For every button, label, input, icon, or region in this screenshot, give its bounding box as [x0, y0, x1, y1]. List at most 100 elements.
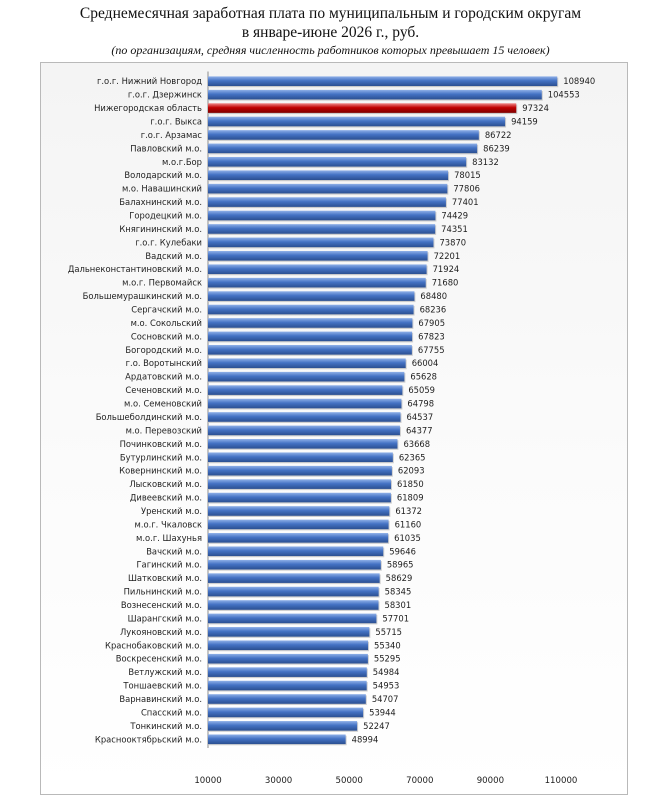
- chart-subtitle: (по организациям, средняя численность ра…: [111, 43, 550, 57]
- bar: [208, 318, 413, 328]
- category-label: Тонкинский м.о.: [129, 721, 202, 731]
- category-label: Шатковский м.о.: [128, 573, 202, 583]
- bar: [208, 130, 479, 140]
- bar: [208, 277, 426, 288]
- value-label: 77401: [452, 197, 479, 207]
- chart-title-line-1: Среднемесячная заработная плата по муниц…: [79, 5, 582, 22]
- category-label: Воскресенский м.о.: [116, 654, 202, 664]
- bar: [208, 237, 434, 248]
- category-label: г.о.г. Выкса: [150, 117, 202, 127]
- x-tick-label: 110000: [545, 776, 578, 786]
- category-label: Балахнинский м.о.: [119, 197, 202, 207]
- value-label: 67755: [418, 345, 445, 355]
- x-tick-label: 10000: [194, 776, 221, 786]
- value-label: 83132: [472, 157, 499, 167]
- bar: [208, 89, 542, 100]
- bar: [208, 479, 392, 489]
- value-label: 77806: [453, 184, 480, 194]
- value-label: 71680: [432, 278, 459, 288]
- value-label: 68480: [420, 291, 447, 301]
- value-label: 94159: [511, 117, 538, 127]
- bar: [208, 412, 401, 422]
- bar: [208, 345, 412, 355]
- value-label: 54707: [372, 694, 399, 704]
- value-label: 86239: [483, 143, 510, 153]
- value-label: 78015: [454, 170, 481, 180]
- category-label: Ардатовский м.о.: [125, 372, 202, 382]
- category-label: г.о.г. Нижний Новгород: [97, 76, 202, 86]
- bar: [208, 492, 391, 503]
- category-label: Уренский м.о.: [141, 506, 202, 516]
- bar: [208, 680, 367, 691]
- bar: [208, 143, 478, 154]
- category-label: м.о.г. Шахунья: [136, 533, 202, 543]
- x-tick-label: 30000: [265, 776, 292, 786]
- bar: [208, 264, 427, 275]
- bar: [208, 519, 389, 530]
- bar: [208, 653, 368, 664]
- category-label: Вознесенский м.о.: [121, 600, 202, 610]
- value-label: 104553: [548, 90, 580, 100]
- bar: [208, 694, 366, 704]
- value-label: 59646: [389, 546, 416, 556]
- value-label: 61372: [395, 506, 422, 516]
- category-label: Володарский м.о.: [124, 170, 202, 180]
- category-label: Сергачский м.о.: [131, 305, 202, 315]
- bar: [208, 559, 381, 570]
- category-label: Лысковский м.о.: [129, 479, 202, 489]
- category-label: м.о. Навашинский: [122, 184, 202, 194]
- value-label: 48994: [352, 734, 379, 744]
- bar: [208, 291, 415, 301]
- bar: [208, 425, 400, 436]
- category-label: Вачский м.о.: [146, 546, 202, 556]
- value-label: 67905: [418, 318, 445, 328]
- category-label: Ветлужский м.о.: [128, 667, 202, 677]
- bar: [208, 533, 389, 543]
- value-label: 64377: [406, 425, 433, 435]
- category-label: г.о.г. Арзамас: [141, 130, 203, 140]
- value-label: 64537: [407, 412, 434, 422]
- bar: [208, 116, 506, 127]
- category-label: Ковернинский м.о.: [119, 466, 202, 476]
- value-label: 74351: [441, 224, 468, 234]
- bar: [208, 506, 390, 516]
- bar: [208, 371, 405, 382]
- category-label: м.о. Семеновский: [124, 399, 202, 409]
- bar: [208, 210, 436, 221]
- category-label: Сеченовский м.о.: [125, 385, 202, 395]
- category-label: Большеболдинский м.о.: [96, 412, 202, 422]
- value-label: 58301: [385, 600, 412, 610]
- category-label: Городецкий м.о.: [129, 211, 202, 221]
- category-label: Дивеевский м.о.: [130, 493, 202, 503]
- bar: [208, 251, 428, 261]
- value-label: 57701: [382, 613, 409, 623]
- bar: [208, 667, 367, 677]
- category-label: г.о.г. Кулебаки: [135, 237, 202, 247]
- bar: [208, 385, 403, 395]
- category-label: Краснооктябрьский м.о.: [95, 734, 202, 744]
- value-label: 61850: [397, 479, 424, 489]
- bar: [208, 465, 392, 476]
- category-label: м.о. Перевозский: [126, 425, 202, 435]
- bar: [208, 398, 402, 409]
- value-label: 71924: [433, 264, 460, 274]
- bar: [208, 452, 393, 463]
- bar: [208, 358, 406, 369]
- value-label: 108940: [563, 76, 595, 86]
- bar: [208, 304, 414, 315]
- bar: [208, 640, 369, 651]
- bar: [208, 627, 370, 637]
- value-label: 58345: [385, 587, 412, 597]
- category-label: г.о. Воротынский: [126, 358, 202, 368]
- category-label: Тоншаевский м.о.: [122, 681, 202, 691]
- value-label: 68236: [420, 305, 447, 315]
- value-label: 63668: [403, 439, 430, 449]
- value-label: 61035: [394, 533, 421, 543]
- value-label: 66004: [412, 358, 439, 368]
- bar: [208, 586, 379, 597]
- value-label: 64798: [407, 399, 434, 409]
- category-label: м.о. Сокольский: [131, 318, 202, 328]
- category-label: Богородский м.о.: [125, 345, 202, 355]
- x-tick-label: 70000: [406, 776, 433, 786]
- bar: [208, 707, 364, 718]
